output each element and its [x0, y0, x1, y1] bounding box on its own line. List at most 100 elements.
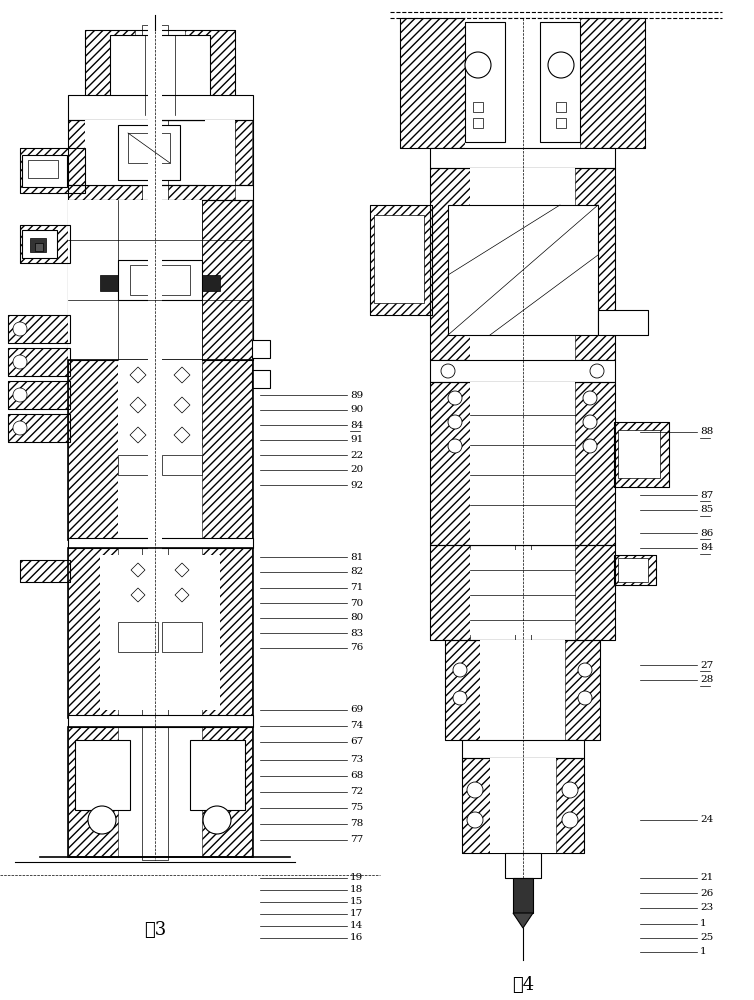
Bar — [118, 200, 202, 360]
Text: 20: 20 — [350, 466, 363, 475]
Circle shape — [13, 322, 27, 336]
Bar — [8, 348, 70, 376]
Bar — [118, 125, 180, 180]
Bar — [505, 853, 541, 878]
Text: 23: 23 — [700, 904, 713, 912]
Text: 73: 73 — [350, 756, 363, 764]
Bar — [22, 155, 67, 187]
Polygon shape — [130, 397, 146, 413]
Bar — [68, 360, 118, 540]
Text: 78: 78 — [350, 820, 363, 828]
Bar — [8, 348, 70, 376]
Text: 27: 27 — [700, 660, 713, 670]
Bar — [556, 118, 566, 128]
Text: 82: 82 — [350, 568, 363, 576]
Text: 84: 84 — [700, 544, 713, 552]
Circle shape — [203, 806, 231, 834]
Bar — [465, 22, 505, 142]
Text: 84: 84 — [350, 420, 363, 430]
Circle shape — [13, 388, 27, 402]
Bar — [580, 18, 645, 148]
Bar — [565, 640, 600, 740]
Bar — [190, 740, 245, 810]
Bar — [8, 381, 70, 409]
Circle shape — [578, 663, 592, 677]
Bar — [68, 200, 253, 360]
Bar — [130, 265, 190, 295]
Text: 92: 92 — [350, 481, 363, 489]
Circle shape — [467, 782, 483, 798]
Bar — [598, 310, 648, 335]
Bar — [68, 538, 253, 548]
Bar — [235, 95, 252, 120]
Bar — [614, 555, 656, 585]
Text: 80: 80 — [350, 613, 363, 622]
Bar — [20, 560, 70, 582]
Bar — [100, 555, 220, 710]
Text: 89: 89 — [350, 390, 363, 399]
Bar — [252, 340, 270, 358]
Bar — [400, 18, 465, 148]
Bar — [75, 740, 130, 810]
Text: 1: 1 — [700, 920, 706, 928]
Bar — [470, 550, 575, 635]
Bar — [505, 853, 515, 878]
Polygon shape — [175, 588, 189, 602]
Bar — [374, 215, 424, 303]
Circle shape — [583, 415, 597, 429]
Bar — [22, 230, 57, 258]
Bar — [598, 310, 648, 335]
Bar — [190, 760, 245, 800]
Bar — [430, 545, 615, 640]
Text: 83: 83 — [350, 629, 363, 638]
Bar — [235, 120, 252, 185]
Bar — [430, 148, 615, 168]
Text: 87: 87 — [700, 490, 713, 499]
Bar — [430, 168, 470, 360]
Text: 67: 67 — [350, 738, 363, 746]
Bar — [515, 18, 531, 878]
Bar — [252, 370, 270, 388]
Text: 85: 85 — [700, 506, 713, 514]
Text: 24: 24 — [700, 816, 713, 824]
Bar — [20, 560, 70, 582]
Circle shape — [583, 391, 597, 405]
Polygon shape — [174, 367, 190, 383]
Bar — [202, 275, 220, 291]
Bar — [462, 740, 584, 758]
Bar — [20, 225, 70, 263]
Bar — [68, 715, 118, 727]
Circle shape — [453, 663, 467, 677]
Bar — [118, 365, 158, 445]
Text: 71: 71 — [350, 584, 363, 592]
Text: 22: 22 — [350, 450, 363, 460]
Bar — [118, 260, 202, 300]
Text: 68: 68 — [350, 772, 363, 780]
Circle shape — [467, 812, 483, 828]
Bar — [162, 622, 202, 652]
Bar — [8, 381, 70, 409]
Bar — [68, 120, 85, 185]
Polygon shape — [174, 397, 190, 413]
Text: 88: 88 — [700, 428, 713, 436]
Bar — [68, 185, 253, 200]
Bar — [162, 365, 202, 445]
Bar — [68, 185, 155, 200]
Circle shape — [13, 355, 27, 369]
Bar — [618, 430, 660, 478]
Bar — [540, 22, 580, 142]
Text: 69: 69 — [350, 706, 363, 714]
Bar — [470, 168, 575, 360]
Polygon shape — [130, 367, 146, 383]
Bar — [20, 148, 85, 193]
Bar — [85, 120, 155, 185]
Text: 15: 15 — [350, 898, 363, 906]
Bar — [202, 360, 252, 540]
Circle shape — [448, 415, 462, 429]
Text: 图4: 图4 — [512, 976, 534, 994]
Bar — [68, 120, 253, 185]
Circle shape — [578, 691, 592, 705]
Bar — [445, 640, 480, 740]
Bar — [160, 475, 182, 495]
Polygon shape — [131, 588, 145, 602]
